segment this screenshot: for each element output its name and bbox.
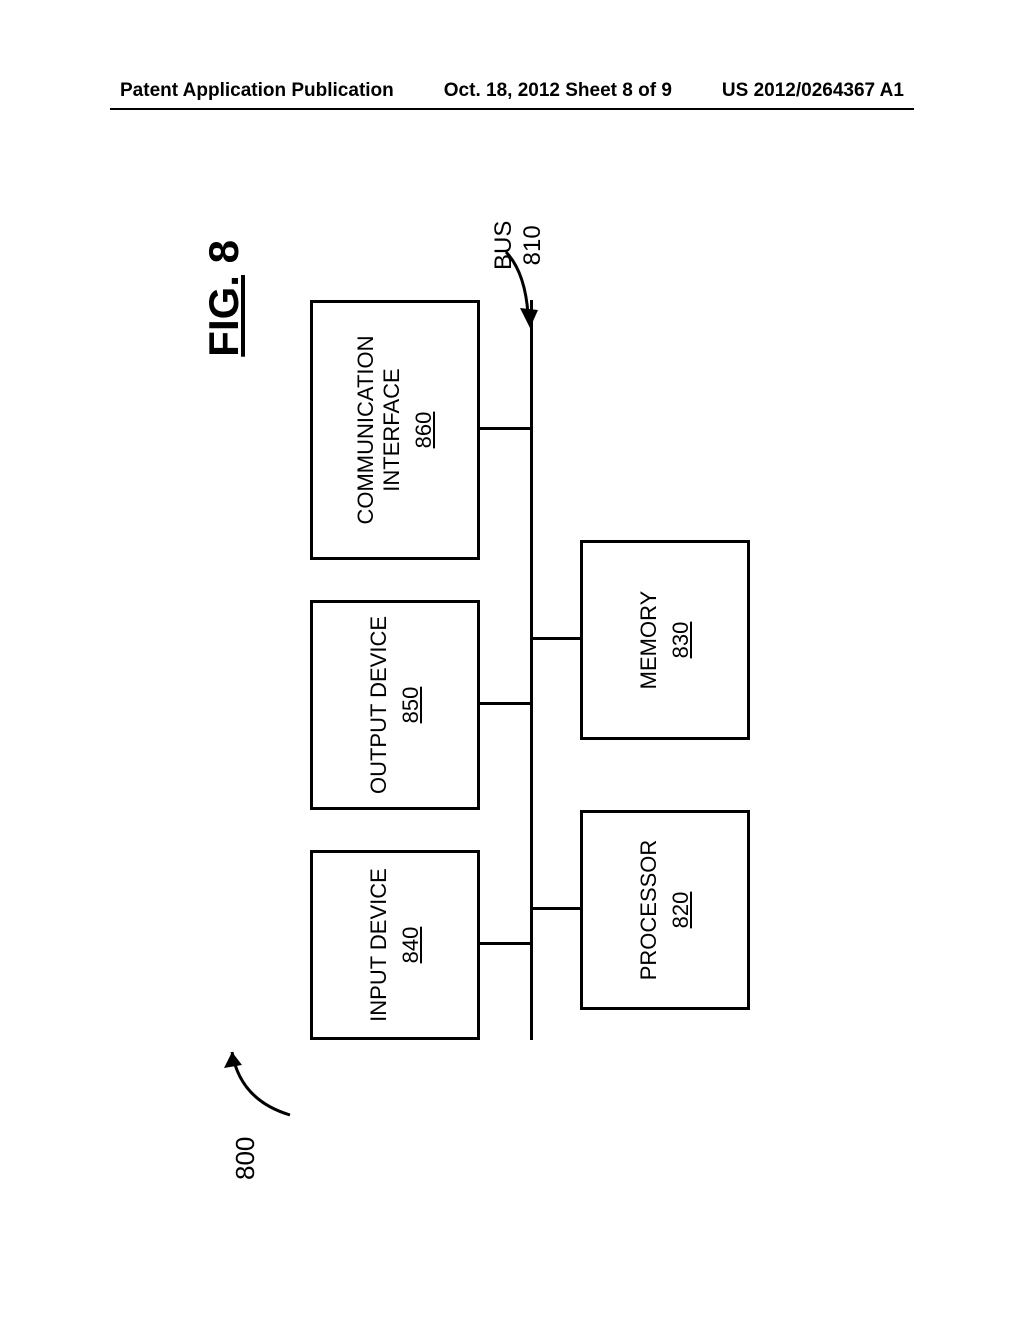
header-center: Oct. 18, 2012 Sheet 8 of 9 bbox=[444, 80, 672, 102]
header-right: US 2012/0264367 A1 bbox=[722, 80, 904, 102]
memory-num: 830 bbox=[668, 622, 694, 659]
figure-title-num: 8 bbox=[200, 240, 247, 263]
figure-ref-number: 800 bbox=[230, 1137, 261, 1180]
bus-conn-output bbox=[480, 702, 530, 705]
ref-arrow-icon bbox=[222, 1030, 302, 1120]
memory-block: MEMORY 830 bbox=[580, 540, 750, 740]
input-device-num: 840 bbox=[398, 927, 424, 964]
processor-num: 820 bbox=[668, 892, 694, 929]
header-left: Patent Application Publication bbox=[120, 80, 394, 102]
bus-conn-comm bbox=[480, 427, 530, 430]
diagram-rotated-container: FIG. 8 800 INPUT DEVICE 840 OUTPUT DEVIC… bbox=[0, 385, 1005, 985]
processor-block: PROCESSOR 820 bbox=[580, 810, 750, 1010]
memory-label: MEMORY bbox=[636, 591, 662, 690]
comm-interface-num: 860 bbox=[411, 412, 437, 449]
diagram: FIG. 8 800 INPUT DEVICE 840 OUTPUT DEVIC… bbox=[180, 160, 780, 1210]
output-device-block: OUTPUT DEVICE 850 bbox=[310, 600, 480, 810]
output-device-label: OUTPUT DEVICE bbox=[366, 616, 392, 794]
output-device-num: 850 bbox=[398, 687, 424, 724]
figure-title: FIG. 8 bbox=[200, 240, 248, 357]
bus-line bbox=[530, 300, 533, 1040]
input-device-block: INPUT DEVICE 840 bbox=[310, 850, 480, 1040]
processor-label: PROCESSOR bbox=[636, 840, 662, 981]
page-header: Patent Application Publication Oct. 18, … bbox=[0, 80, 1024, 102]
bus-conn-processor bbox=[530, 907, 580, 910]
comm-interface-block: COMMUNICATION INTERFACE 860 bbox=[310, 300, 480, 560]
bus-conn-input bbox=[480, 942, 530, 945]
bus-arrow-icon bbox=[486, 238, 546, 338]
input-device-label: INPUT DEVICE bbox=[366, 868, 392, 1022]
header-rule bbox=[110, 108, 914, 110]
figure-title-prefix: FIG. bbox=[200, 275, 247, 357]
comm-interface-label: COMMUNICATION INTERFACE bbox=[353, 335, 406, 524]
bus-conn-memory bbox=[530, 637, 580, 640]
